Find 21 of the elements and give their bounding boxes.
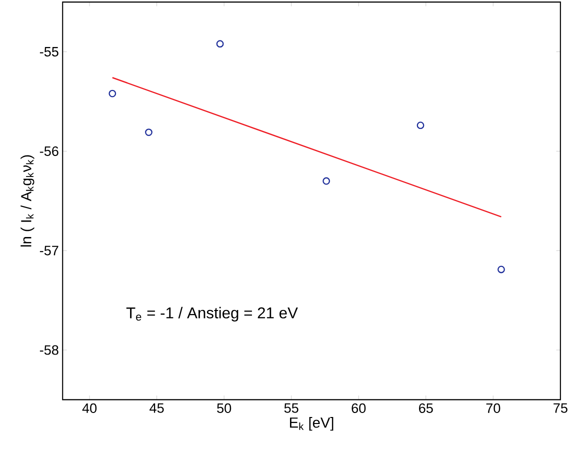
y-tick-label: -58 [40,345,58,355]
x-tick-label: 60 [352,403,366,414]
point [416,122,424,130]
x-tick-label: 50 [217,403,232,414]
y-tick-label: -55 [40,47,58,57]
y-tick-label: -57 [40,246,58,256]
x-axis-title: E$_{k}$ [eV] [290,417,334,431]
point [216,40,224,48]
point [108,90,116,98]
x-tick-label: 45 [150,403,164,413]
x-tick-label: 75 [554,403,568,413]
point [498,266,505,274]
annotation: T$_{e}$ = -1 / Anstieg = 21 eV [126,307,298,322]
x-tick-label: 40 [82,403,97,414]
text: ln ( I$_{k}$ / A$_{k}$g$_{k}$ν$_{k}$) [20,155,34,247]
x-tick-label: 55 [284,403,298,413]
point [145,128,152,136]
x-tick-label: 70 [486,403,500,414]
y-tick-label: -56 [40,146,58,156]
x-tick-label: 65 [419,403,433,414]
point [322,177,330,185]
